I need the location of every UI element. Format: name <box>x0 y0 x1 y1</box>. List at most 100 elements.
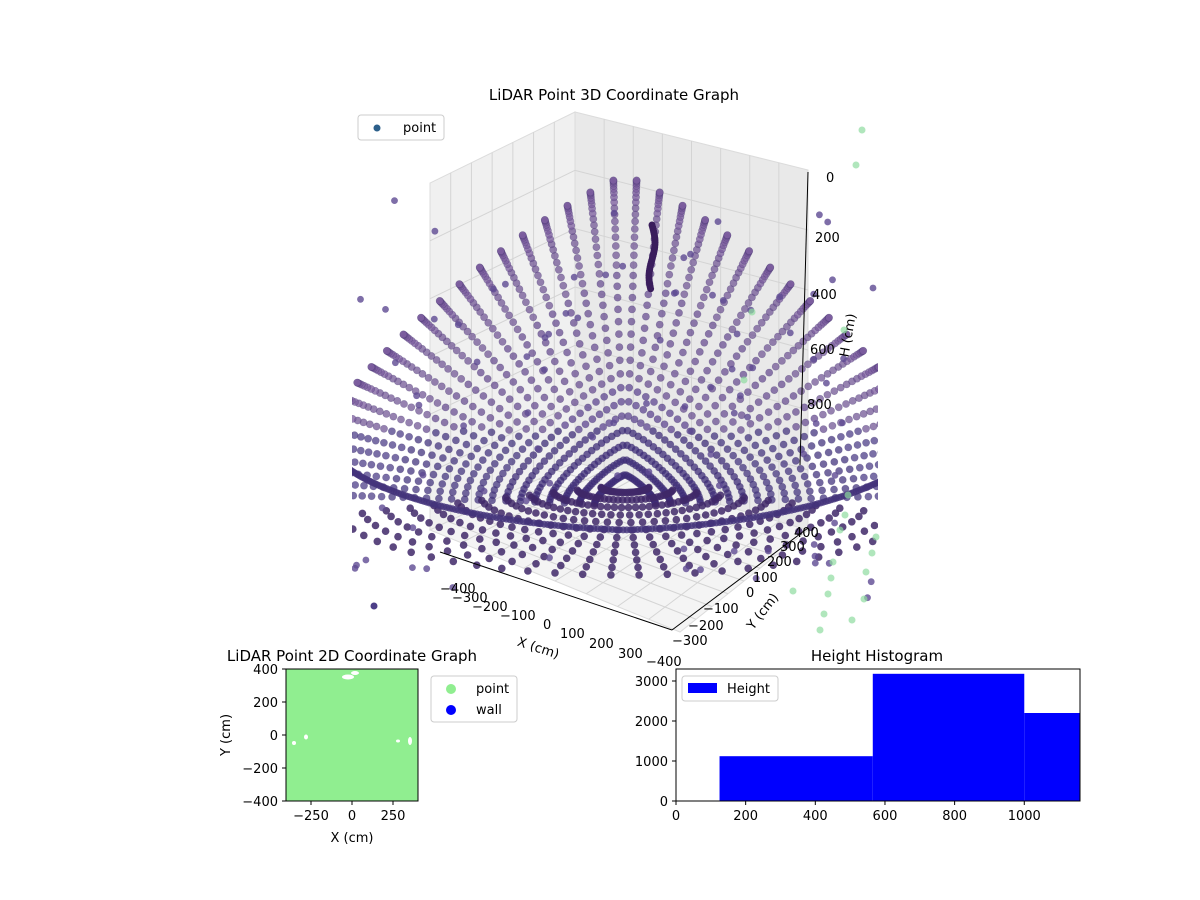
data-point <box>455 280 464 288</box>
data-point <box>333 455 340 462</box>
data-point <box>732 352 741 361</box>
data-point <box>343 463 350 470</box>
data-point <box>717 438 726 447</box>
data-point <box>936 465 943 472</box>
data-point <box>632 401 640 410</box>
data-point <box>578 350 587 359</box>
data-point <box>613 533 621 542</box>
data-point <box>872 405 878 413</box>
data-point <box>776 293 784 301</box>
data-point <box>511 472 520 481</box>
data-point <box>901 492 908 499</box>
data-point <box>746 404 755 413</box>
data-point <box>545 452 554 460</box>
data-point <box>331 410 338 417</box>
data-point <box>477 423 486 431</box>
data-point <box>656 555 664 564</box>
data-point <box>343 395 350 402</box>
y-tick-label: 100 <box>753 571 778 586</box>
data-point <box>344 464 351 471</box>
data-point <box>693 529 701 538</box>
data-point <box>754 398 763 407</box>
data-point <box>830 387 839 395</box>
data-point <box>670 369 679 378</box>
data-point <box>358 491 367 500</box>
data-point <box>644 439 653 448</box>
data-point <box>513 402 522 411</box>
data-point <box>721 367 729 376</box>
data-point <box>770 386 779 394</box>
gap-mark <box>396 739 400 743</box>
data-point <box>325 454 332 461</box>
x-axis-label: X (cm) <box>515 635 561 663</box>
data-point <box>732 541 740 549</box>
data-point <box>449 584 457 591</box>
data-point <box>515 285 524 293</box>
data-point <box>703 366 711 375</box>
data-point <box>820 610 828 618</box>
data-point <box>939 451 946 458</box>
data-point <box>468 417 476 426</box>
data-point <box>518 550 527 559</box>
data-point <box>647 285 655 293</box>
data-point <box>750 529 758 537</box>
data-point <box>887 380 894 387</box>
data-point <box>902 394 909 401</box>
data-point <box>352 431 353 436</box>
data-point <box>726 467 735 476</box>
data-point <box>707 528 716 536</box>
data-point <box>943 464 950 471</box>
data-point <box>918 444 925 451</box>
data-point <box>910 455 917 462</box>
data-point <box>837 432 845 441</box>
data-point <box>388 441 397 449</box>
x-tick-label: 0 <box>543 618 551 633</box>
data-point <box>532 560 540 568</box>
data-point <box>913 452 920 459</box>
data-point <box>300 464 307 471</box>
x-tick-label: −400 <box>440 582 476 597</box>
grid-line <box>502 495 745 582</box>
data-point <box>911 454 918 461</box>
data-point <box>586 188 595 197</box>
data-point <box>309 452 316 459</box>
data-point <box>498 337 507 346</box>
data-point <box>817 542 825 551</box>
y-tick-label: 200 <box>253 696 278 711</box>
data-point <box>311 466 318 473</box>
histogram-title: Height Histogram <box>811 647 943 665</box>
x-tick-label: 200 <box>733 809 758 824</box>
data-point <box>505 395 514 404</box>
data-point <box>604 348 612 357</box>
data-point <box>570 398 579 407</box>
data-point <box>783 412 791 421</box>
data-point <box>611 217 619 226</box>
data-point <box>466 476 475 485</box>
data-point <box>921 435 928 442</box>
data-point <box>686 328 695 337</box>
data-point <box>434 494 443 503</box>
data-point <box>950 490 957 497</box>
data-point <box>737 411 746 420</box>
data-point <box>755 413 764 422</box>
data-point <box>625 511 634 519</box>
data-point <box>916 426 923 433</box>
data-point <box>728 365 736 373</box>
data-point <box>758 350 766 359</box>
data-point <box>425 542 433 551</box>
data-point <box>889 417 896 424</box>
data-point <box>588 415 597 424</box>
data-point <box>823 390 832 399</box>
data-point <box>918 425 925 432</box>
data-point <box>695 347 704 356</box>
data-point <box>691 385 700 394</box>
data-point <box>784 467 793 476</box>
data-point <box>320 454 327 461</box>
data-point <box>669 329 678 338</box>
data-point <box>827 477 836 486</box>
data-point <box>460 397 469 405</box>
data-point <box>757 318 766 327</box>
data-point <box>781 397 790 405</box>
data-point <box>322 433 329 440</box>
data-point <box>473 338 481 346</box>
